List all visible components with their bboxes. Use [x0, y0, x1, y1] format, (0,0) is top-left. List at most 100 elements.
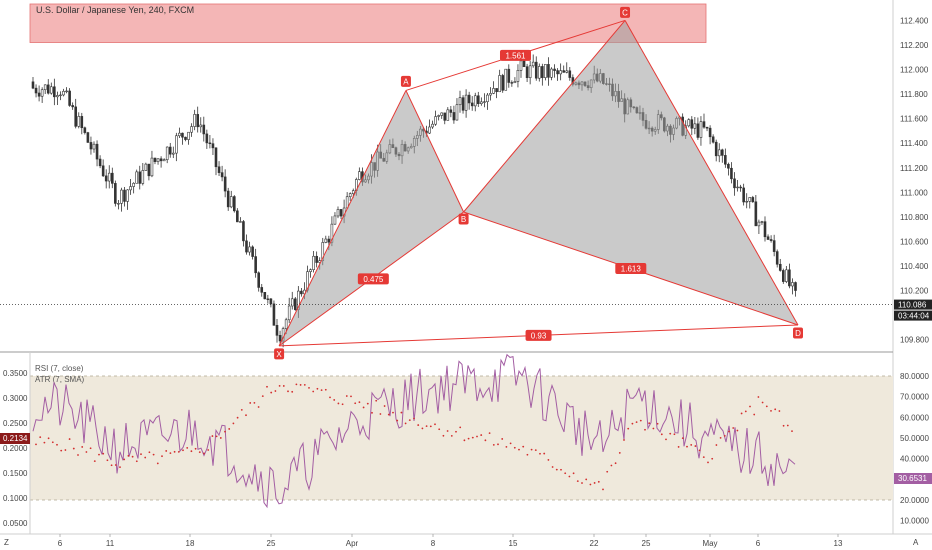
candle-body [531, 61, 535, 67]
atr-dot [476, 435, 478, 438]
atr-dot [85, 451, 88, 453]
atr-dot [463, 439, 466, 442]
candle-body [431, 123, 434, 128]
atr-dot [480, 434, 483, 436]
atr-dot [686, 445, 688, 448]
leg-cd[interactable] [624, 20, 799, 326]
candle-body [284, 319, 288, 330]
atr-dot [232, 422, 235, 425]
candle-body [513, 81, 517, 84]
atr-dot [681, 437, 684, 440]
atr-dot [161, 455, 163, 458]
atr-dot [207, 449, 210, 451]
price-tick-label: 111.600 [900, 115, 928, 124]
candle-body [269, 298, 273, 305]
candle-body [199, 124, 203, 128]
atr-dot [728, 430, 730, 433]
atr-dot [270, 391, 273, 394]
price-axis-area[interactable] [893, 0, 932, 550]
point-b-label[interactable]: B [458, 213, 469, 225]
ratio-xb-label[interactable]: 0.475 [357, 273, 389, 285]
atr-dot [438, 428, 441, 431]
atr-dot [492, 443, 495, 446]
atr-dot [774, 408, 777, 411]
atr-dot [744, 410, 747, 413]
atr-dot [736, 429, 739, 432]
atr-dot [673, 433, 676, 436]
atr-dot [371, 411, 373, 414]
atr-dot [749, 405, 751, 408]
atr-dot [408, 419, 411, 422]
atr-dot [648, 422, 651, 425]
candle-body [111, 172, 114, 184]
atr-dot [236, 416, 239, 419]
candle-body [104, 175, 108, 182]
atr-dot [597, 480, 600, 483]
atr-dot [358, 401, 361, 404]
atr-dot [505, 445, 508, 448]
price-tick-label: 110.400 [900, 262, 929, 271]
atr-dot [51, 441, 54, 444]
atr-dot [778, 410, 781, 412]
point-a-label[interactable]: A [400, 75, 411, 87]
ratio-ac-label[interactable]: 1.561 [499, 49, 531, 61]
ratio-xd-label[interactable]: 0.93 [525, 329, 552, 341]
atr-dot [677, 446, 680, 448]
atr-dot [194, 447, 197, 450]
candle-body [498, 75, 501, 93]
atr-axis-label: 0.1500 [3, 469, 28, 478]
leg-ab[interactable] [405, 90, 465, 213]
candle-body [467, 94, 471, 104]
atr-dot [316, 387, 319, 390]
atr-dot [186, 447, 189, 449]
atr-dot [484, 439, 487, 442]
candle-body [162, 159, 166, 162]
atr-axis-label: 0.3000 [3, 394, 28, 403]
point-d-label[interactable]: D [793, 327, 803, 339]
atr-dot [198, 451, 201, 454]
xab-triangle[interactable] [279, 90, 464, 346]
rsi-value: 30.6531 [898, 474, 927, 483]
atr-dot [182, 449, 184, 452]
atr-dot [543, 452, 546, 455]
candle-body [156, 158, 160, 162]
point-c-label[interactable]: C [620, 6, 631, 18]
candle-body [312, 255, 315, 270]
atr-dot [723, 434, 726, 437]
atr-dot [329, 396, 331, 399]
ratio-bd-label[interactable]: 1.613 [615, 262, 647, 274]
axis-corner-right[interactable]: A [913, 538, 919, 547]
atr-dot [585, 478, 588, 481]
candle-body [257, 272, 261, 288]
resistance-zone[interactable] [29, 3, 707, 43]
bcd-triangle[interactable] [463, 20, 798, 325]
candle-body [495, 88, 498, 93]
candle-body [455, 104, 459, 121]
candle-body [476, 95, 480, 105]
candle-body [449, 109, 453, 113]
candle-body [40, 89, 44, 97]
atr-dot [43, 441, 46, 444]
candle-body [290, 298, 294, 307]
candle-body [510, 82, 514, 84]
ratio-xb-label-text: 0.475 [363, 275, 384, 284]
atr-dot [47, 437, 50, 440]
atr-dot [610, 464, 613, 467]
candle-body [501, 75, 505, 91]
candle-body [309, 269, 312, 272]
atr-dot [106, 459, 109, 462]
atr-dot [568, 475, 571, 478]
leg-xa[interactable] [278, 90, 407, 347]
atr-dot [337, 402, 340, 405]
point-x-label[interactable]: X [274, 348, 285, 360]
harmonic-pattern[interactable]: X A B C D 0.475 1.613 1.561 0.93 [274, 6, 803, 360]
atr-dot [467, 437, 470, 440]
atr-dot [308, 386, 310, 389]
candle-body [31, 81, 35, 89]
leg-bc[interactable] [463, 20, 626, 213]
price-tick-label: 109.800 [900, 336, 929, 345]
ratio-xd-label-text: 0.93 [531, 331, 547, 340]
time-tick-label: 11 [106, 539, 115, 548]
axis-corner-left[interactable]: Z [4, 538, 9, 547]
